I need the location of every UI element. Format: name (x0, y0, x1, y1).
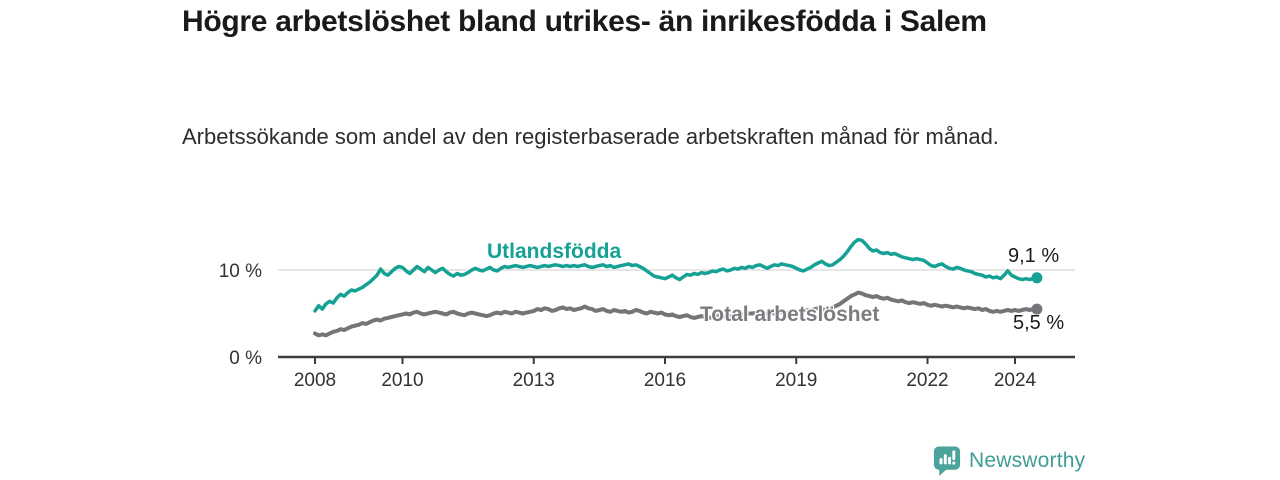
x-tick-label: 2008 (294, 370, 336, 391)
x-tick-label: 2016 (644, 370, 686, 391)
brand-name: Newsworthy (969, 448, 1086, 472)
end-value-utlandsfodda: 9,1 % (1008, 245, 1060, 267)
x-tick-label: 2024 (994, 370, 1037, 391)
end-value-total-arbetsloshet: 5,5 % (1013, 312, 1065, 334)
series-line-1 (313, 290, 1039, 338)
chart-subtitle: Arbetssökande som andel av den registerb… (182, 124, 999, 149)
y-tick-label: 10 % (219, 261, 262, 282)
x-tick-label: 2019 (775, 370, 817, 391)
chart-title: Högre arbetslöshet bland utrikes- än inr… (182, 5, 987, 38)
series-end-dot-0 (1031, 272, 1043, 284)
y-tick-label: 0 % (229, 348, 262, 369)
brand-lockup: Newsworthy (933, 445, 1085, 476)
series-line-0 (313, 237, 1039, 313)
x-tick-label: 2013 (513, 370, 555, 391)
x-tick-label: 2010 (381, 370, 423, 391)
series-label-total-arbetsloshet: Total arbetslöshet (700, 303, 880, 326)
newsworthy-logo-icon (933, 446, 961, 476)
x-tick-label: 2022 (906, 370, 948, 391)
series-end-dot-1 (1031, 303, 1043, 315)
series-label-utlandsfodda: Utlandsfödda (487, 240, 622, 263)
